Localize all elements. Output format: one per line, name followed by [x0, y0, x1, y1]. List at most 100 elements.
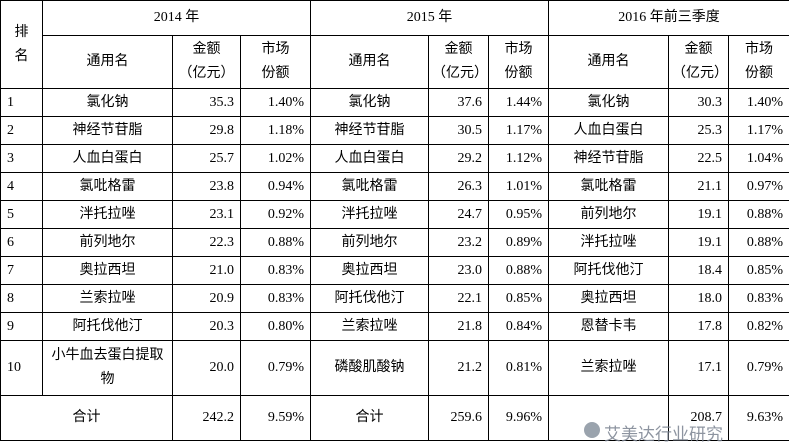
share-header: 市场 份额: [488, 35, 549, 89]
rank-header-char: 名: [14, 48, 29, 64]
line: 市场: [504, 42, 533, 57]
amount: 22.1: [428, 284, 489, 313]
amount: 25.3: [668, 116, 729, 145]
share-header: 市场 份额: [727, 35, 789, 89]
data-row: 4 氯吡格雷 23.8 0.94% 氯吡格雷 26.3 1.01% 氯吡格雷 21.1 0.97%: [0, 172, 789, 201]
drug-name: 阿托伐他汀: [42, 312, 173, 341]
line: 市场: [745, 42, 774, 57]
amount: 29.2: [428, 144, 489, 173]
drug-name: 泮托拉唑: [310, 200, 429, 229]
data-row: 3 人血白蛋白 25.7 1.02% 人血白蛋白 29.2 1.12% 神经节苷脂 22.5 1.…: [0, 144, 789, 173]
drug-name: 神经节苷脂: [42, 116, 173, 145]
total-share: 9.59%: [240, 395, 311, 441]
amount: 19.1: [668, 228, 729, 257]
amount: 23.1: [172, 200, 241, 229]
total-label-cell: [548, 395, 669, 441]
share: 0.81%: [488, 340, 549, 396]
share: 0.79%: [240, 340, 311, 396]
period-header: 2016 年前三季度: [547, 0, 789, 36]
drug-name: 前列地尔: [310, 228, 429, 257]
amount: 19.1: [668, 200, 729, 229]
share: 1.02%: [240, 144, 311, 173]
amount: 20.0: [172, 340, 241, 396]
share: 1.17%: [488, 116, 549, 145]
data-row: 8 兰索拉唑 20.9 0.83% 阿托伐他汀 22.1 0.85% 奥拉西坦 18.0 0.83…: [0, 284, 789, 313]
amount-header: 金额 （亿元）: [668, 35, 729, 89]
share: 0.97%: [727, 172, 789, 201]
share: 0.83%: [240, 256, 311, 285]
drug-name: 恩替卡韦: [548, 312, 669, 341]
amount-header: 金额 （亿元）: [428, 35, 489, 89]
drug-name: 神经节苷脂: [310, 116, 429, 145]
rank: 4: [0, 172, 43, 201]
rank: 9: [0, 312, 43, 341]
drug-name: 泮托拉唑: [42, 200, 173, 229]
name-header: 通用名: [310, 35, 429, 89]
drug-name: 泮托拉唑: [548, 228, 669, 257]
share: 1.04%: [727, 144, 789, 173]
rank: 1: [0, 88, 43, 117]
amount: 23.0: [428, 256, 489, 285]
drug-name: 磷酸肌酸钠: [310, 340, 429, 396]
amount: 18.4: [668, 256, 729, 285]
share: 0.82%: [727, 312, 789, 341]
amount: 20.9: [172, 284, 241, 313]
total-share: 9.63%: [727, 395, 789, 441]
rank-header: 排名: [0, 0, 43, 89]
line: （亿元）: [672, 66, 728, 81]
drug-name: 小牛血去蛋白提取物: [42, 340, 173, 396]
amount: 24.7: [428, 200, 489, 229]
share: 0.88%: [240, 228, 311, 257]
share: 1.44%: [488, 88, 549, 117]
rank: 3: [0, 144, 43, 173]
amount: 21.0: [172, 256, 241, 285]
period-header: 2015 年: [310, 0, 549, 36]
rank: 10: [0, 340, 43, 396]
drug-name: 兰索拉唑: [42, 284, 173, 313]
total-label: 合计: [310, 395, 429, 441]
share: 1.12%: [488, 144, 549, 173]
drug-name: 奥拉西坦: [42, 256, 173, 285]
drug-name: 氯吡格雷: [548, 172, 669, 201]
amount: 18.0: [668, 284, 729, 313]
data-row: 6 前列地尔 22.3 0.88% 前列地尔 23.2 0.89% 泮托拉唑 19.1 0.88%: [0, 228, 789, 257]
drug-name: 氯吡格雷: [42, 172, 173, 201]
amount-header: 金额 （亿元）: [172, 35, 241, 89]
share: 0.95%: [488, 200, 549, 229]
share: 0.85%: [727, 256, 789, 285]
share: 1.01%: [488, 172, 549, 201]
amount: 23.2: [428, 228, 489, 257]
rank: 8: [0, 284, 43, 313]
drug-name: 奥拉西坦: [310, 256, 429, 285]
name-header: 通用名: [42, 35, 173, 89]
drug-name: 兰索拉唑: [310, 312, 429, 341]
subheader-row: 通用名 金额 （亿元） 市场 份额 通用名 金额 （亿元） 市场 份额 通用名 金额 （亿元） 市场 份额: [1, 35, 789, 89]
amount: 35.3: [172, 88, 241, 117]
drug-name: 人血白蛋白: [548, 116, 669, 145]
data-row: 5 泮托拉唑 23.1 0.92% 泮托拉唑 24.7 0.95% 前列地尔 19.1 0.88%: [0, 200, 789, 229]
share: 1.40%: [240, 88, 311, 117]
drug-name: 奥拉西坦: [548, 284, 669, 313]
share: 0.83%: [240, 284, 311, 313]
drug-name: 阿托伐他汀: [310, 284, 429, 313]
share: 0.94%: [240, 172, 311, 201]
drug-name: 神经节苷脂: [548, 144, 669, 173]
data-row: 1 氯化钠 35.3 1.40% 氯化钠 37.6 1.44% 氯化钠 30.3 1.40%: [0, 88, 789, 117]
drug-name: 前列地尔: [42, 228, 173, 257]
line: 份额: [504, 66, 533, 81]
total-row: 合计 242.2 9.59% 合计 259.6 9.96% 208.7 9.63%: [0, 395, 789, 441]
share: 1.18%: [240, 116, 311, 145]
amount: 37.6: [428, 88, 489, 117]
amount: 30.5: [428, 116, 489, 145]
line: （亿元）: [432, 66, 488, 81]
drug-name: 兰索拉唑: [548, 340, 669, 396]
share: 0.85%: [488, 284, 549, 313]
share-header: 市场 份额: [240, 35, 311, 89]
watermark-icon: [584, 422, 600, 438]
drug-name: 氯化钠: [42, 88, 173, 117]
drug-name: 阿托伐他汀: [548, 256, 669, 285]
total-share: 9.96%: [488, 395, 549, 441]
period-header: 2014 年: [42, 0, 311, 36]
rank: 2: [0, 116, 43, 145]
